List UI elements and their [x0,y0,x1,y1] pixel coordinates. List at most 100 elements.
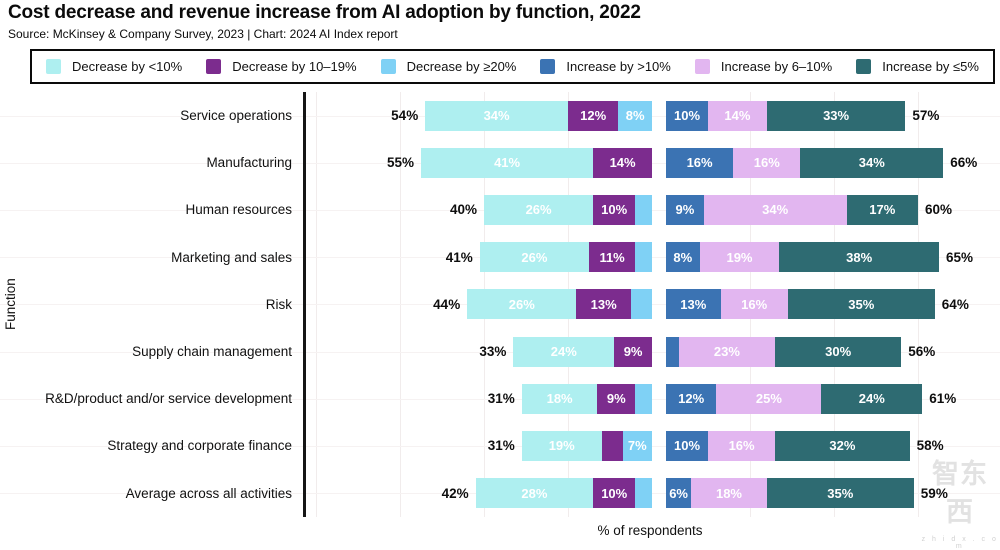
legend-item-dec_ge20: Decrease by ≥20% [380,59,517,74]
legend-item-inc_6_10: Increase by 6–10% [694,59,833,74]
increase-bar: 8% 19% 38% [666,242,939,273]
chart-title: Cost decrease and revenue increase from … [8,2,641,23]
bar-segment-inc_6_10: 34% [703,194,847,225]
chart-row: Strategy and corporate finance 31% 19% 7% 10… [0,422,1000,469]
decrease-bar: 24% 9% [513,336,652,367]
decrease-bar-area: 31% 19% 7% [303,430,652,461]
row-gridline [0,351,1000,353]
bar-segment-dec_10_19: 11% [589,242,636,273]
decrease-bar: 34% 12% 8% [425,100,652,131]
decrease-bar: 26% 10% [484,194,652,225]
decrease-total-label: 54% [391,108,419,124]
bar-segment-inc_le5: 33% [766,100,906,131]
chart-row: Average across all activities 42% 28% 10% 6%… [0,470,1000,517]
legend-swatch-icon [856,59,872,74]
legend-item-inc_gt10: Increase by >10% [540,59,671,74]
decrease-bar-area: 40% 26% 10% [303,194,652,225]
legend-item-dec_10_19: Decrease by 10–19% [206,59,357,74]
increase-total-label: 56% [908,344,936,360]
bar-segment-inc_gt10: 6% [666,478,692,509]
legend-swatch-icon [380,59,396,74]
bar-segment-inc_gt10: 9% [666,194,704,225]
decrease-bar: 26% 13% [467,289,652,320]
bar-segment-inc_le5: 30% [775,336,902,367]
increase-bar-area: 10% 14% 33% 57% [666,100,1000,131]
bar-segment-dec_10_19: 10% [593,478,636,509]
row-gridline [0,445,1000,447]
bar-segment-dec_lt10: 41% [421,147,594,178]
bar-segment-dec_lt10: 28% [475,478,594,509]
chart-row: R&D/product and/or service development 31… [0,375,1000,422]
increase-total-label: 66% [950,155,978,171]
bar-segment-dec_lt10: 19% [521,430,602,461]
bar-segment-dec_10_19 [601,430,623,461]
bar-segment-dec_lt10: 18% [521,383,598,414]
bar-segment-inc_gt10: 10% [666,100,708,131]
decrease-bar-area: 44% 26% 13% [303,289,652,320]
row-label: Human resources [185,202,292,218]
bar-segment-inc_gt10: 16% [666,147,734,178]
bar-segment-dec_10_19: 13% [576,289,631,320]
bar-segment-dec_ge20 [630,289,652,320]
bar-segment-inc_le5: 32% [775,430,910,461]
bar-segment-dec_ge20 [635,194,652,225]
increase-bar: 10% 16% 32% [666,430,910,461]
increase-total-label: 59% [920,485,948,501]
increase-total-label: 64% [941,296,969,312]
row-label: Strategy and corporate finance [107,438,292,454]
decrease-bar-area: 54% 34% 12% 8% [303,100,652,131]
increase-bar: 12% 25% 24% [666,383,923,414]
bar-segment-dec_10_19: 10% [593,194,636,225]
decrease-total-label: 55% [386,155,414,171]
decrease-total-label: 41% [445,249,473,265]
x-axis-title: % of respondents [597,523,703,538]
increase-bar-area: 16% 16% 34% 66% [666,147,1000,178]
decrease-bar: 19% 7% [521,430,652,461]
legend-swatch-icon [694,59,710,74]
y-axis-line [303,92,306,517]
bar-segment-dec_lt10: 26% [479,242,589,273]
legend-item-label: Increase by 6–10% [720,59,833,74]
decrease-bar-area: 33% 24% 9% [303,336,652,367]
legend-item-label: Decrease by 10–19% [232,59,357,74]
decrease-bar-area: 41% 26% 11% [303,242,652,273]
increase-total-label: 60% [925,202,953,218]
legend-swatch-icon [46,59,61,74]
bar-segment-inc_le5: 17% [846,194,918,225]
row-label: Average across all activities [125,485,292,501]
bar-segment-dec_ge20 [635,242,652,273]
legend-item-label: Decrease by ≥20% [406,59,517,74]
bar-segment-inc_le5: 35% [787,289,935,320]
bar-segment-inc_gt10: 12% [666,383,717,414]
decrease-total-label: 42% [441,485,469,501]
legend-swatch-icon [540,59,556,74]
increase-bar-area: 10% 16% 32% 58% [666,430,1000,461]
decrease-total-label: 33% [479,344,507,360]
bar-segment-inc_6_10: 19% [699,242,780,273]
legend-item-inc_le5: Increase by ≤5% [856,59,979,74]
increase-bar-area: 9% 34% 17% 60% [666,194,1000,225]
bar-segment-inc_le5: 24% [821,383,923,414]
row-label: Marketing and sales [171,249,292,265]
bar-segment-inc_gt10: 13% [666,289,721,320]
decrease-bar: 41% 14% [421,147,652,178]
increase-bar: 13% 16% 35% [666,289,935,320]
decrease-bar-area: 42% 28% 10% [303,478,652,509]
bar-segment-inc_gt10: 10% [666,430,708,461]
bar-segment-inc_6_10: 16% [708,430,776,461]
bar-segment-dec_10_19: 14% [593,147,652,178]
decrease-bar: 26% 11% [479,242,652,273]
increase-bar-area: 23% 30% 56% [666,336,1000,367]
bar-segment-dec_lt10: 24% [513,336,615,367]
decrease-bar: 28% 10% [475,478,652,509]
increase-total-label: 65% [946,249,974,265]
row-gridline [0,398,1000,400]
chart-row: Human resources 40% 26% 10% 9% 34% 17% 60% [0,186,1000,233]
decrease-bar-area: 31% 18% 9% [303,383,652,414]
chart-area: Function Service operations 54% 34% 12% 8% 10… [0,92,1000,517]
legend-item-label: Increase by ≤5% [882,59,979,74]
chart-row: Service operations 54% 34% 12% 8% 10% 14% 33% 57… [0,92,1000,139]
increase-bar: 23% 30% [666,336,902,367]
decrease-bar-area: 55% 41% 14% [303,147,652,178]
increase-bar: 10% 14% 33% [666,100,906,131]
